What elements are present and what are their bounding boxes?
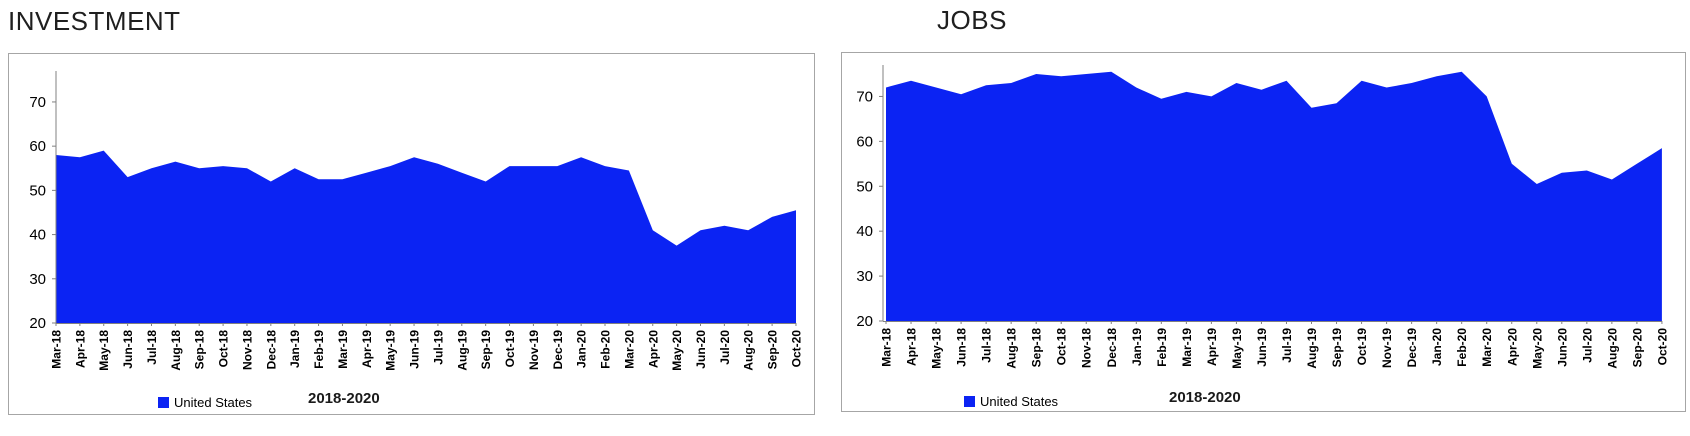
legend-color-swatch	[964, 396, 975, 407]
x-tick-label: Sep-20	[766, 330, 780, 370]
x-tick-label: Mar-19	[1180, 328, 1194, 367]
investment-legend: United States	[158, 395, 252, 410]
x-tick-label: Aug-18	[1005, 328, 1019, 369]
investment-area-chart: 20 30 40 50 60 70 Mar-18 Apr-18 May-18 Jun-18 Jul-…	[29, 71, 803, 371]
x-tick-label: Aug-20	[1605, 328, 1619, 369]
area-series-united-states	[886, 71, 1662, 321]
x-tick-label: Dec-18	[264, 330, 278, 370]
y-tick-label: 40	[29, 227, 46, 244]
x-tick-label: Oct-19	[503, 330, 517, 368]
x-tick-label: Mar-20	[1480, 328, 1494, 367]
x-tick-label: Apr-18	[73, 330, 87, 368]
x-tick-label: Aug-18	[169, 330, 183, 371]
x-tick-label: Dec-19	[551, 330, 565, 370]
x-tick-label: Apr-20	[646, 330, 660, 368]
x-tick-label: Sep-19	[479, 330, 493, 370]
x-tick-label: Nov-19	[1380, 328, 1394, 368]
x-tick-label: Jan-19	[288, 330, 302, 368]
y-tick-label: 60	[29, 138, 46, 155]
x-tick-label: Jan-19	[1130, 328, 1144, 366]
x-tick-label: Jun-18	[121, 330, 135, 369]
legend-label: United States	[980, 394, 1059, 409]
x-tick-label: Feb-20	[599, 330, 613, 369]
x-tick-label: May-19	[384, 330, 398, 371]
area-series-united-states	[56, 150, 796, 323]
x-tick-label: Jul-20	[718, 330, 732, 365]
x-tick-label: Jul-19	[431, 330, 445, 365]
x-tick-label: Apr-19	[1205, 328, 1219, 366]
x-tick-label: Jul-18	[145, 330, 159, 365]
x-tick-label: Apr-19	[360, 330, 374, 368]
x-tick-label: Jun-18	[955, 328, 969, 367]
x-tick-label: Feb-19	[312, 330, 326, 369]
x-tick-label: Oct-20	[1655, 328, 1669, 366]
investment-chart-card: 20 30 40 50 60 70 Mar-18 Apr-18 May-18 Jun-18 Jul-…	[8, 53, 815, 415]
x-tick-label: Mar-20	[622, 330, 636, 369]
x-tick-label: Jun-19	[1255, 328, 1269, 367]
x-tick-label: Aug-19	[455, 330, 469, 371]
y-tick-label: 70	[856, 88, 873, 105]
x-tick-label: Nov-18	[1080, 328, 1094, 368]
x-tick-label: Aug-20	[742, 330, 756, 371]
x-tick-label: Sep-18	[193, 330, 207, 370]
legend-color-swatch	[158, 397, 169, 408]
x-tick-label: Jul-18	[980, 328, 994, 363]
y-tick-label: 60	[856, 133, 873, 150]
x-tick-label: May-18	[930, 328, 944, 369]
y-tick-label: 30	[29, 271, 46, 288]
x-tick-label: Oct-19	[1355, 328, 1369, 366]
x-tick-label: Mar-18	[50, 330, 64, 369]
y-tick-label: 20	[856, 313, 873, 330]
y-tick-label: 50	[856, 178, 873, 195]
x-tick-label: May-20	[1530, 328, 1544, 369]
y-tick-label: 40	[856, 223, 873, 240]
x-tick-label: Oct-18	[1055, 328, 1069, 366]
x-tick-label: Mar-19	[336, 330, 350, 369]
investment-chart-title: INVESTMENT	[8, 6, 181, 36]
x-tick-label: Feb-20	[1455, 328, 1469, 367]
x-tick-label: Mar-18	[880, 328, 894, 367]
x-tick-label: Sep-19	[1330, 328, 1344, 368]
x-tick-label: May-18	[97, 330, 111, 371]
investment-axis-range-label: 2018-2020	[308, 390, 380, 407]
x-tick-label: May-19	[1230, 328, 1244, 369]
x-tick-label: Jun-20	[694, 330, 708, 369]
y-tick-label: 20	[29, 315, 46, 332]
x-tick-label: Apr-18	[905, 328, 919, 366]
x-tick-label: Aug-19	[1305, 328, 1319, 369]
jobs-chart-title: JOBS	[937, 5, 1007, 35]
x-tick-label: Nov-18	[240, 330, 254, 370]
x-tick-label: Oct-18	[217, 330, 231, 368]
x-tick-label: May-20	[670, 330, 684, 371]
x-tick-label: Sep-20	[1630, 328, 1644, 368]
x-tick-label: Jul-19	[1280, 328, 1294, 363]
jobs-chart-card: 20 30 40 50 60 70 Mar-18 Apr-18 May-18 Jun-18 Jul-…	[841, 52, 1686, 412]
x-tick-label: Dec-18	[1105, 328, 1119, 368]
x-tick-label: Jul-20	[1580, 328, 1594, 363]
y-tick-label: 70	[29, 94, 46, 111]
jobs-legend: United States	[964, 394, 1058, 409]
x-tick-label: Sep-18	[1030, 328, 1044, 368]
x-tick-label: Feb-19	[1155, 328, 1169, 367]
x-tick-label: Dec-19	[1405, 328, 1419, 368]
jobs-axis-range-label: 2018-2020	[1169, 389, 1241, 406]
x-tick-label: Jun-19	[408, 330, 422, 369]
x-tick-label: Apr-20	[1505, 328, 1519, 366]
x-tick-label: Jun-20	[1555, 328, 1569, 367]
legend-label: United States	[174, 395, 253, 410]
jobs-area-chart: 20 30 40 50 60 70 Mar-18 Apr-18 May-18 Jun-18 Jul-…	[856, 65, 1669, 369]
x-tick-label: Jan-20	[575, 330, 589, 368]
y-tick-label: 50	[29, 182, 46, 199]
y-tick-label: 30	[856, 268, 873, 285]
x-tick-label: Oct-20	[789, 330, 803, 368]
x-tick-label: Jan-20	[1430, 328, 1444, 366]
x-tick-label: Nov-19	[527, 330, 541, 370]
